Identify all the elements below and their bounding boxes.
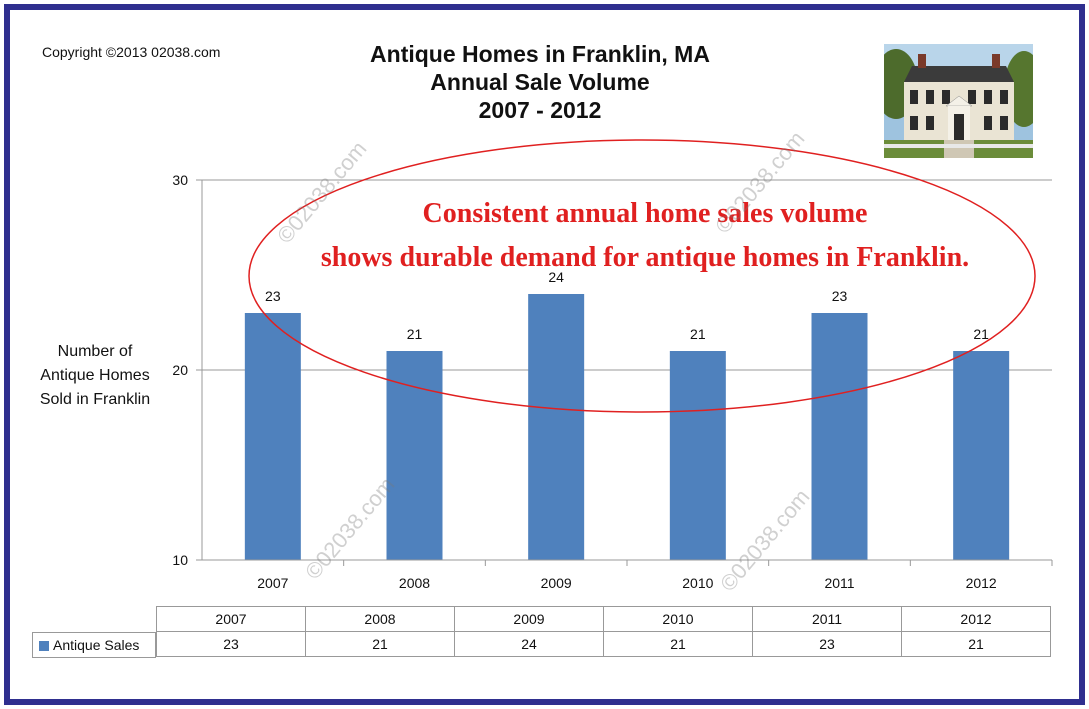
y-axis-label-line-1: Number of [57, 343, 133, 360]
y-tick-label: 20 [172, 362, 188, 378]
copyright-text: Copyright ©2013 02038.com [42, 44, 221, 60]
annotation-line-1: Consistent annual home sales volume [422, 198, 868, 229]
x-tick-label: 2010 [682, 575, 713, 591]
legend-swatch [39, 640, 49, 651]
y-tick-label: 30 [172, 172, 188, 188]
x-tick-label: 2007 [257, 575, 288, 591]
annotation-line-2: shows durable demand for antique homes i… [320, 242, 970, 273]
data-table-header-cell: 2007 [156, 606, 306, 632]
bar-data-label: 21 [407, 326, 423, 342]
x-tick-label: 2009 [541, 575, 572, 591]
bar [244, 313, 301, 560]
data-table-cell: 23 [156, 631, 306, 657]
bar [669, 351, 726, 560]
data-table-header-cell: 2012 [901, 606, 1051, 632]
y-tick-labels: 10 20 30 [172, 172, 188, 568]
house-photo [884, 44, 1033, 158]
data-table-header-cell: 2011 [752, 606, 902, 632]
title-line-1: Antique Homes in Franklin, MA [370, 41, 710, 67]
data-table-series-label: Antique Sales [32, 631, 156, 658]
series-name: Antique Sales [53, 636, 140, 653]
data-table-cell: 23 [752, 631, 902, 657]
x-tick-labels: 2007 2008 2009 2010 2011 2012 [257, 560, 1053, 591]
title-line-3: 2007 - 2012 [478, 97, 602, 123]
data-table-cell: 21 [901, 631, 1051, 657]
bar-data-label: 23 [265, 288, 281, 304]
x-tick-label: 2012 [966, 575, 997, 591]
data-table-cell: 24 [454, 631, 604, 657]
bar [386, 351, 443, 560]
bar-data-label: 23 [832, 288, 848, 304]
x-tick-label: 2008 [399, 575, 430, 591]
data-table-header-cell: 2008 [305, 606, 455, 632]
y-axis-label-line-3: Sold in Franklin [39, 391, 151, 408]
y-axis-label-line-2: Antique Homes [40, 367, 150, 384]
bar-data-label: 21 [973, 326, 989, 342]
annotation-ellipse [248, 139, 1036, 413]
bar-data-label: 24 [548, 269, 564, 285]
bars [244, 294, 1010, 560]
data-table-header-row: 2007 2008 2009 2010 2011 2012 [156, 606, 1051, 632]
annotation-text: Consistent annual home sales volume show… [250, 192, 1040, 280]
title-line-2: Annual Sale Volume [430, 69, 650, 95]
data-table-row: Antique Sales 23 21 24 21 23 21 [32, 631, 1051, 658]
y-tick-label: 10 [172, 552, 188, 568]
y-axis-label: Number of Antique Homes Sold in Franklin [30, 340, 160, 412]
chart-title: Antique Homes in Franklin, MA Annual Sal… [290, 40, 790, 124]
data-table-header-cell: 2010 [603, 606, 753, 632]
bar [953, 351, 1010, 560]
bar [811, 313, 868, 560]
data-table-cell: 21 [603, 631, 753, 657]
data-table: 2007 2008 2009 2010 2011 2012 Antique Sa… [32, 606, 1051, 658]
data-table-cell: 21 [305, 631, 455, 657]
bar [528, 294, 585, 560]
data-table-header-cell: 2009 [454, 606, 604, 632]
x-tick-label: 2011 [824, 575, 854, 591]
data-labels: 23 21 24 21 23 21 [265, 269, 989, 342]
bar-data-label: 21 [690, 326, 706, 342]
